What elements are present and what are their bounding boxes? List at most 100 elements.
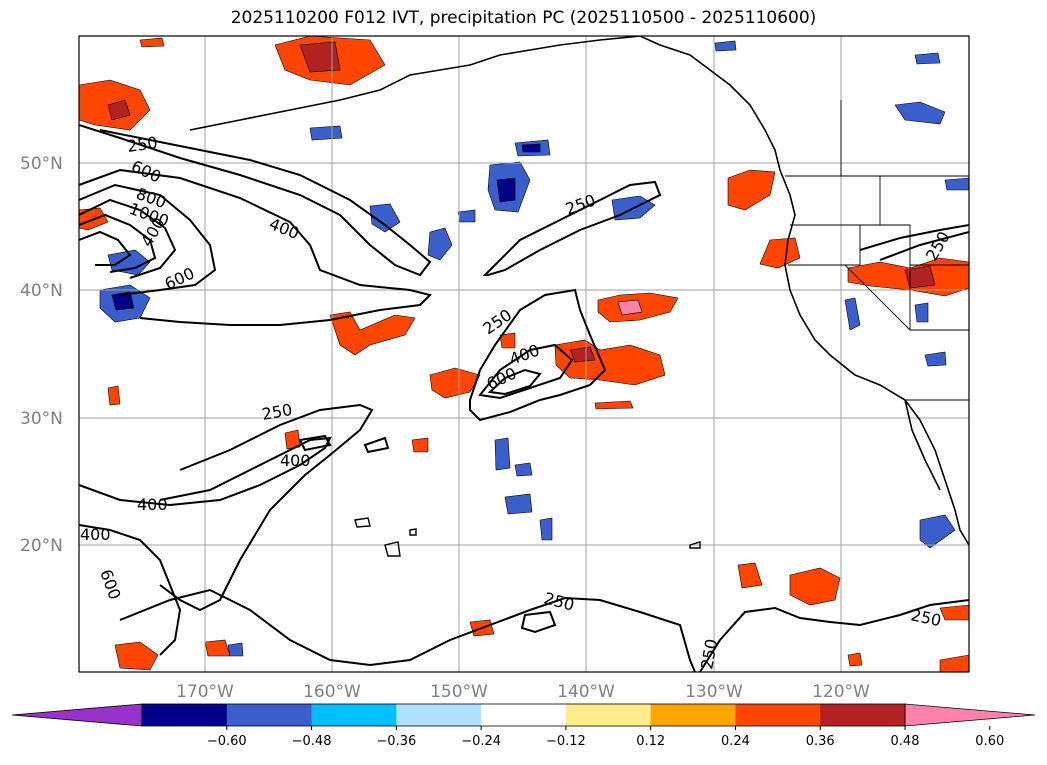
lat-label-40n: 40°N bbox=[20, 281, 63, 301]
lon-label-160w: 160°W bbox=[303, 682, 361, 702]
lon-label-130w: 130°W bbox=[685, 682, 743, 702]
precip-blob bbox=[514, 462, 533, 477]
lon-labels: 170°W 160°W 150°W 140°W 130°W 120°W bbox=[176, 682, 870, 702]
precip-blob bbox=[284, 429, 301, 450]
contour-label: 600 bbox=[128, 156, 164, 186]
map-plot-area: 250 800 1000 400 400 400 600 250 250 400… bbox=[79, 36, 969, 672]
lon-label-120w: 120°W bbox=[812, 682, 870, 702]
precip-blob bbox=[759, 237, 801, 269]
precip-blob bbox=[204, 639, 231, 657]
island bbox=[409, 528, 417, 536]
ivt-contour-600 bbox=[79, 183, 217, 296]
coastline-west-us bbox=[779, 169, 956, 511]
precip-blob bbox=[504, 493, 533, 515]
colorbar: −0.60 −0.48 −0.36 −0.24 −0.12 0.12 0.24 0.36 0.4… bbox=[11, 703, 1036, 749]
precip-blob bbox=[539, 517, 553, 541]
coastlines bbox=[189, 36, 969, 546]
contour-label: 400 bbox=[137, 495, 168, 514]
ivt-contour-400-sub2 bbox=[79, 436, 332, 507]
contour-label: 600 bbox=[96, 567, 124, 602]
precip-blob bbox=[939, 604, 969, 621]
ivt-contour-small bbox=[520, 610, 557, 634]
colorbar-tick-label: 0.12 bbox=[636, 734, 665, 749]
ivt-contour-250-sub bbox=[469, 288, 607, 422]
ivt-contour-inner bbox=[79, 230, 132, 266]
ivt-contour-250-south bbox=[119, 588, 696, 672]
precip-blob bbox=[914, 302, 929, 323]
colorbar-tick-label: −0.48 bbox=[292, 734, 332, 749]
contour-label: 250 bbox=[260, 400, 293, 424]
ivt-contour-250-sub2 bbox=[159, 403, 374, 612]
colorbar-extend-high bbox=[904, 703, 1036, 727]
colorbar-tick-label: −0.24 bbox=[461, 734, 501, 749]
precip-blob bbox=[521, 143, 541, 153]
precip-blob bbox=[904, 265, 936, 289]
precip-blob bbox=[727, 169, 776, 211]
contour-label: 250 bbox=[479, 305, 515, 338]
precip-blob bbox=[111, 291, 135, 311]
colorbar-segment bbox=[735, 704, 821, 726]
ivt-contour-250-east bbox=[699, 599, 969, 672]
ivt-contour-600-sub2 bbox=[79, 524, 182, 656]
colorbar-extend-low bbox=[11, 703, 143, 727]
precip-blob bbox=[847, 652, 863, 667]
colorbar-tick-label: 0.48 bbox=[891, 734, 920, 749]
ivt-contour-250 bbox=[79, 124, 432, 277]
precip-blob bbox=[914, 52, 941, 65]
lat-label-20n: 20°N bbox=[20, 536, 63, 556]
lat-labels: 50°N 40°N 30°N 20°N bbox=[20, 154, 63, 556]
island bbox=[384, 541, 401, 557]
precip-blob bbox=[919, 514, 956, 549]
colorbar-tick-label: 0.60 bbox=[975, 734, 1004, 749]
precip-blob bbox=[714, 40, 737, 52]
precip-blob bbox=[411, 437, 429, 453]
ivt-contour-250-mid bbox=[482, 180, 662, 276]
precip-blob bbox=[429, 367, 481, 399]
gridlines bbox=[79, 36, 969, 672]
precip-blob bbox=[569, 346, 596, 363]
ivt-contour-800 bbox=[79, 198, 177, 279]
ivt-contour-400 bbox=[79, 168, 432, 326]
colorbar-segment bbox=[142, 704, 228, 726]
precip-blob bbox=[457, 209, 476, 223]
contour-label: 250 bbox=[542, 589, 576, 615]
colorbar-segment bbox=[820, 704, 906, 726]
island bbox=[354, 517, 371, 528]
lon-label-170w: 170°W bbox=[176, 682, 234, 702]
map-title: 2025110200 F012 IVT, precipitation PC (2… bbox=[230, 8, 817, 28]
ivt-contour-small bbox=[363, 436, 390, 454]
precip-blob bbox=[227, 642, 244, 657]
precip-blob bbox=[427, 227, 453, 261]
lon-label-140w: 140°W bbox=[557, 682, 615, 702]
precip-blob bbox=[499, 332, 516, 349]
precip-blob bbox=[496, 177, 516, 203]
colorbar-segment bbox=[396, 704, 482, 726]
political-borders bbox=[785, 100, 969, 401]
contour-label: 600 bbox=[162, 263, 198, 293]
contour-label: 400 bbox=[280, 451, 311, 470]
precip-blob bbox=[494, 437, 511, 471]
precip-blob bbox=[939, 654, 969, 672]
ivt-contour-1000 bbox=[79, 213, 157, 273]
map-frame bbox=[78, 35, 970, 673]
colorbar-tick-label: −0.60 bbox=[207, 734, 247, 749]
precip-blob bbox=[617, 299, 643, 316]
ivt-contours bbox=[79, 124, 969, 672]
colorbar-tick-label: −0.12 bbox=[546, 734, 586, 749]
precip-blob bbox=[789, 567, 841, 606]
contour-label: 400 bbox=[80, 525, 111, 544]
colorbar-segment bbox=[226, 704, 313, 726]
precip-blob bbox=[114, 641, 159, 671]
coastline-baja bbox=[904, 399, 941, 491]
colorbar-segment bbox=[565, 704, 652, 726]
colorbar-frame bbox=[141, 703, 906, 727]
precip-blob bbox=[309, 125, 343, 141]
precip-blob bbox=[737, 562, 763, 589]
coastline-gulf-of-alaska bbox=[639, 36, 781, 171]
colorbar-tick-label: 0.24 bbox=[721, 734, 750, 749]
precip-blob bbox=[894, 101, 946, 125]
precip-blob bbox=[329, 311, 416, 356]
island bbox=[689, 541, 701, 549]
precip-negative-shading bbox=[99, 40, 969, 657]
contour-label: 250 bbox=[126, 133, 159, 156]
